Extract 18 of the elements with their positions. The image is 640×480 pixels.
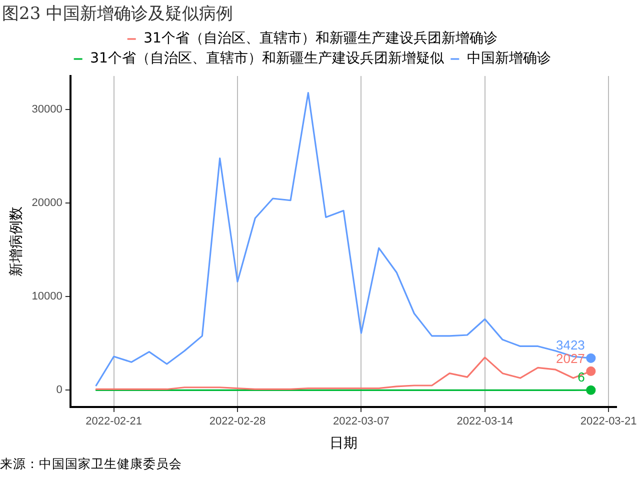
legend-label: 中国新增确诊 — [466, 50, 551, 67]
x-tick-label: 2022-03-21 — [580, 416, 637, 428]
x-tick-label: 2022-03-14 — [456, 416, 514, 428]
legend-label: 31个省（自治区、直辖市）和新疆生产建设兵团新增疑似 — [90, 50, 444, 67]
y-tick-label: 0 — [56, 384, 62, 396]
chart-title: 图23 中国新增确诊及疑似病例 — [2, 3, 234, 25]
y-tick-label: 10000 — [32, 290, 62, 303]
source-note: 来源：中国国家卫生健康委员会 — [0, 456, 182, 473]
y-tick-label: 20000 — [32, 197, 62, 210]
x-tick-label: 2022-02-28 — [209, 416, 266, 428]
y-tick-label: 30000 — [32, 104, 62, 116]
data-label: 2027 — [556, 350, 585, 366]
y-axis-title: 新增病例数 — [7, 206, 24, 276]
legend-label: 31个省（自治区、直辖市）和新疆生产建设兵团新增确诊 — [144, 30, 498, 47]
x-tick-label: 2022-02-21 — [86, 416, 142, 428]
x-axis-title: 日期 — [330, 434, 358, 450]
x-tick-label: 2022-03-07 — [333, 416, 390, 428]
data-label: 3423 — [556, 338, 585, 353]
